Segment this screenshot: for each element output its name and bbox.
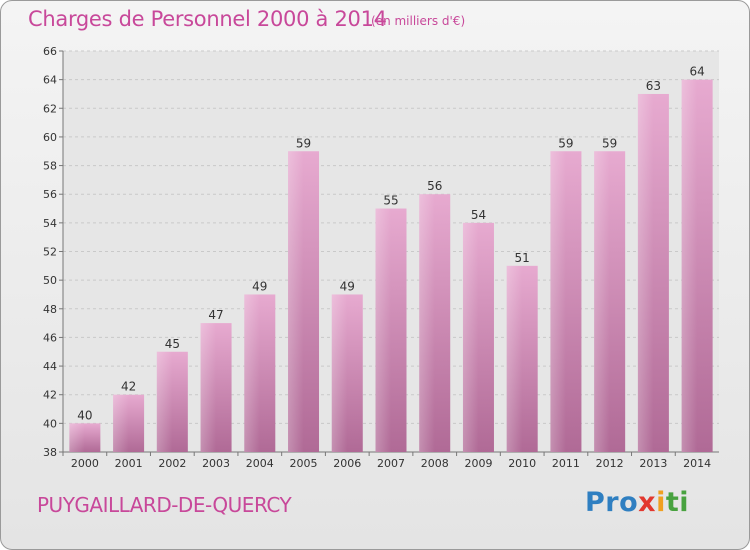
x-tick-label: 2004	[246, 457, 274, 470]
y-tick-label: 40	[43, 417, 57, 430]
bar-highlight	[156, 351, 173, 452]
x-tick-label: 2013	[639, 457, 667, 470]
x-tick-label: 2014	[683, 457, 711, 470]
x-tick-label: 2010	[508, 457, 536, 470]
bar-highlight	[113, 394, 129, 452]
y-tick-label: 46	[43, 331, 57, 344]
bar-value-label: 54	[471, 208, 486, 222]
y-tick-label: 48	[43, 303, 57, 316]
y-tick-label: 56	[43, 188, 57, 201]
bar-highlight	[331, 294, 348, 452]
bar-value-label: 55	[383, 194, 398, 208]
y-tick-label: 60	[43, 131, 57, 144]
bar-value-label: 45	[165, 337, 180, 351]
bar-highlight	[244, 294, 260, 452]
y-tick-label: 42	[43, 389, 57, 402]
y-tick-label: 50	[43, 274, 57, 287]
place-name: PUYGAILLARD-DE-QUERCY	[37, 493, 292, 517]
x-tick-label: 2011	[552, 457, 580, 470]
x-tick-label: 2006	[333, 457, 361, 470]
x-tick-label: 2005	[290, 457, 318, 470]
y-tick-label: 58	[43, 160, 57, 173]
bar-value-label: 59	[602, 136, 617, 150]
y-tick-label: 54	[43, 217, 57, 230]
x-tick-label: 2007	[377, 457, 405, 470]
chart-title: Charges de Personnel 2000 à 2014	[28, 7, 387, 31]
bar-highlight	[550, 151, 566, 452]
bar-highlight	[419, 194, 435, 452]
bar-value-label: 59	[558, 136, 573, 150]
bar-value-label: 59	[296, 136, 311, 150]
chart-subtitle: (en milliers d'€)	[371, 14, 466, 28]
y-tick-label: 44	[43, 360, 57, 373]
x-tick-label: 2009	[464, 457, 492, 470]
bar-value-label: 49	[340, 279, 355, 293]
bar-highlight	[200, 323, 217, 452]
bar-value-label: 42	[121, 380, 136, 394]
x-tick-label: 2012	[596, 457, 624, 470]
bar-highlight	[375, 208, 391, 452]
bar-highlight	[462, 222, 479, 452]
bar-chart: 38 40 42 44 46 48 50 52 54 56 58 60 62 64 66 40 2000 42 2…	[43, 45, 719, 470]
y-tick-label: 62	[43, 102, 57, 115]
bar-highlight	[681, 79, 698, 453]
x-tick-label: 2008	[421, 457, 449, 470]
bar-value-label: 49	[252, 279, 267, 293]
bar-highlight	[637, 93, 654, 452]
x-tick-label: 2002	[158, 457, 186, 470]
bar-value-label: 63	[646, 79, 661, 93]
bar-value-label: 56	[427, 179, 442, 193]
bar-value-label: 47	[208, 308, 223, 322]
bar-value-label: 64	[689, 65, 704, 79]
bar-highlight	[288, 151, 304, 452]
bar-highlight	[506, 265, 523, 452]
bar-value-label: 40	[77, 408, 92, 422]
bar-highlight	[594, 151, 610, 452]
y-tick-label: 52	[43, 246, 57, 259]
bar-value-label: 51	[515, 251, 530, 265]
y-tick-label: 66	[43, 45, 57, 58]
x-tick-label: 2000	[71, 457, 99, 470]
proxiti-logo: Proxiti	[585, 487, 690, 518]
y-tick-label: 64	[43, 74, 57, 87]
x-tick-label: 2001	[115, 457, 143, 470]
bar-highlight	[69, 423, 85, 452]
x-tick-label: 2003	[202, 457, 230, 470]
y-tick-label: 38	[43, 446, 57, 459]
